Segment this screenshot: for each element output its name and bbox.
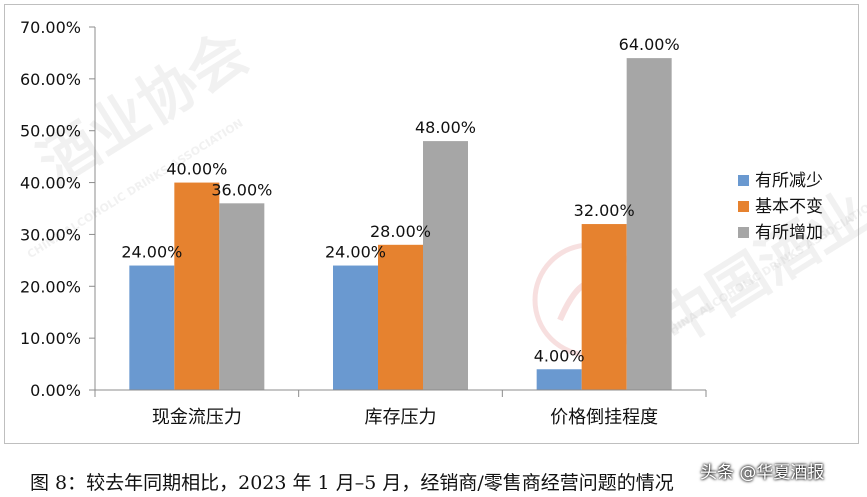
bar [423,141,468,390]
bar [174,182,220,390]
data-label: 28.00% [370,222,431,241]
data-label: 40.00% [166,160,227,179]
data-label: 4.00% [534,346,585,365]
y-tick-label: 50.00% [20,122,81,141]
legend-label: 基本不变 [755,197,823,217]
legend-swatch [738,201,749,212]
legend-swatch [738,227,749,238]
data-label: 24.00% [325,243,386,262]
y-tick-label: 60.00% [20,70,81,89]
bar [333,265,378,390]
y-tick-label: 70.00% [20,18,81,37]
bar [536,369,582,390]
bar [129,265,175,390]
legend-label: 有所增加 [755,223,823,243]
y-tick-label: 10.00% [20,329,81,348]
x-category-label: 库存压力 [365,407,437,428]
data-label: 36.00% [211,180,272,199]
legend-label: 有所减少 [755,171,823,191]
y-tick-label: 20.00% [20,277,81,296]
data-label: 64.00% [619,35,680,54]
bar [378,244,423,390]
bar [581,224,627,390]
y-tick-label: 30.00% [20,225,81,244]
legend-swatch [738,175,749,186]
x-category-label: 现金流压力 [152,407,242,428]
source-tag: 头条 @华夏酒报 [700,463,825,483]
bar [626,58,672,390]
y-tick-label: 40.00% [20,174,81,193]
bar [219,203,265,390]
data-label: 24.00% [121,243,182,262]
figure-caption: 图 8：较去年同期相比，2023 年 1 月–5 月，经销商/零售商经营问题的情… [30,472,674,494]
x-category-label: 价格倒挂程度 [550,407,658,428]
data-label: 32.00% [574,201,635,220]
y-tick-label: 0.00% [30,381,81,400]
data-label: 48.00% [415,118,476,137]
